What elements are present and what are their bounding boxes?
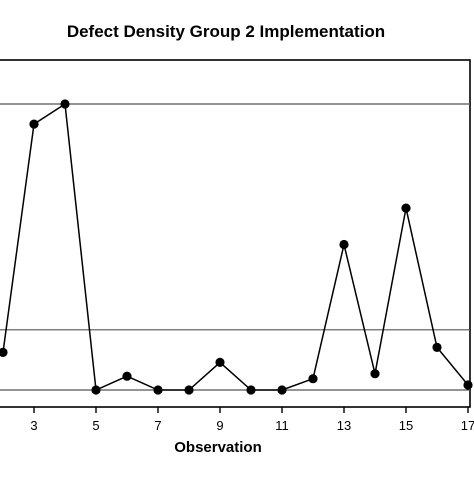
data-point-17: [463, 380, 473, 390]
x-tick-label-3: 3: [30, 418, 37, 433]
data-point-5: [91, 385, 101, 395]
data-point-12: [308, 374, 318, 384]
chart-title: Defect Density Group 2 Implementation: [66, 22, 386, 41]
data-point-14: [370, 369, 380, 379]
x-tick-label-17: 17: [461, 418, 474, 433]
data-point-11: [277, 385, 287, 395]
data-point-6: [122, 371, 132, 381]
data-point-16: [432, 342, 442, 352]
x-tick-label-15: 15: [399, 418, 413, 433]
x-tick-label-13: 13: [337, 418, 351, 433]
data-point-4: [60, 99, 70, 109]
data-point-10: [246, 385, 256, 395]
plot-frame: [0, 59, 471, 408]
x-tick-label-5: 5: [92, 418, 99, 433]
x-tick-label-7: 7: [154, 418, 161, 433]
data-point-3: [29, 119, 39, 129]
data-point-15: [401, 203, 411, 213]
data-point-9: [215, 357, 225, 368]
data-point-2: [0, 347, 8, 357]
x-tick-label-11: 11: [275, 418, 289, 433]
data-point-13: [339, 239, 349, 250]
data-point-8: [184, 385, 194, 395]
series-line-0: [2, 102, 469, 392]
x-tick-label-9: 9: [216, 418, 223, 433]
data-point-7: [153, 385, 163, 395]
x-axis-label: Observation: [174, 439, 262, 456]
